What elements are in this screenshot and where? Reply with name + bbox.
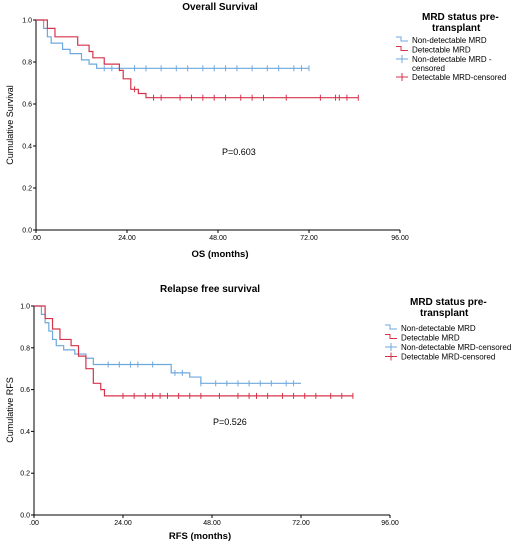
plot-area: 0.0 0.2 0.4 0.6 0.8 1.0 .00 24.00 48.00 72.00 96.0… [22, 18, 409, 243]
x-tick-label: 72.00 [300, 235, 318, 242]
legend-title-line-1: MRD status pre- [422, 12, 499, 23]
legend-title-line-1: MRD status pre- [410, 297, 487, 308]
overall-survival-chart: Overall Survival Cumulative Survival OS … [5, 2, 506, 260]
non-detectable-mrdsurvival-line [34, 305, 301, 384]
legend-label: Detectable MRD [412, 46, 471, 55]
y-axis-label: Cumulative RFS [5, 377, 15, 443]
x-tick-label: 48.00 [209, 235, 227, 242]
y-tick-label: 1.0 [22, 18, 32, 25]
p-value-annotation: P=0.603 [222, 147, 256, 157]
p-value-annotation: P=0.526 [213, 417, 247, 427]
legend-label-line: Non-detectable MRD - [412, 55, 492, 64]
x-tick-label: 48.00 [203, 520, 221, 527]
y-tick-label: 0.2 [20, 471, 30, 478]
y-tick-label: 0.0 [22, 228, 32, 235]
plot-area: 0.0 0.2 0.4 0.6 0.8 1.0 .00 24.00 48.00 72.00 96.0… [20, 304, 399, 528]
detectable-mrdsurvival-line [34, 305, 353, 397]
y-tick-label: 0.6 [22, 102, 32, 109]
y-tick-label: 0.2 [22, 186, 32, 193]
chart-title: Relapse free survival [160, 284, 260, 295]
legend-swatch [385, 334, 397, 339]
y-tick-label: 0.4 [22, 144, 32, 151]
legend-title-line-2: transplant [420, 308, 469, 319]
non-detectable-mrdsurvival-line [36, 19, 309, 69]
relapse-free-survival-chart: Relapse free survival Cumulative RFS RFS… [5, 284, 511, 542]
legend-label: Non-detectable MRD [401, 324, 476, 333]
x-tick-label: .00 [31, 235, 41, 242]
y-tick-label: 0.8 [22, 60, 32, 67]
legend-label: Non-detectable MRD-censored [401, 343, 511, 352]
legend: MRD status pre- transplant Non-detectabl… [396, 12, 506, 82]
x-tick-label: 24.00 [118, 235, 136, 242]
legend-swatch [396, 36, 408, 42]
legend-label: Non-detectable MRD [412, 36, 487, 45]
x-axis-label: OS (months) [192, 249, 249, 260]
legend-swatch [385, 324, 397, 330]
legend-label: Detectable MRD-censored [412, 73, 506, 82]
y-tick-label: 0.6 [20, 387, 30, 394]
legend-swatch [396, 46, 408, 51]
legend-label-line: censored [412, 64, 445, 73]
legend: MRD status pre- transplant Non-detectabl… [385, 297, 511, 362]
x-tick-label: 72.00 [292, 520, 310, 527]
x-tick-label: 96.00 [391, 235, 409, 242]
x-tick-label: .00 [29, 520, 39, 527]
x-tick-label: 24.00 [114, 520, 132, 527]
legend-label: Non-detectable MRD -censored [412, 55, 492, 73]
y-axis-label: Cumulative Survival [5, 85, 15, 165]
y-tick-label: 0.4 [20, 429, 30, 436]
y-tick-label: 1.0 [20, 304, 30, 311]
y-tick-label: 0.0 [20, 513, 30, 520]
legend-label: Detectable MRD-censored [401, 353, 495, 362]
y-tick-label: 0.8 [20, 345, 30, 352]
chart-title: Overall Survival [182, 2, 258, 13]
legend-title: MRD status pre- transplant [422, 12, 501, 34]
x-tick-label: 96.00 [381, 520, 399, 527]
legend-title-line-2: transplant [432, 23, 481, 34]
legend-label: Detectable MRD [401, 334, 460, 343]
detectable-mrdsurvival-line [36, 19, 359, 99]
x-axis-label: RFS (months) [169, 531, 231, 542]
legend-title: MRD status pre- transplant [410, 297, 489, 319]
